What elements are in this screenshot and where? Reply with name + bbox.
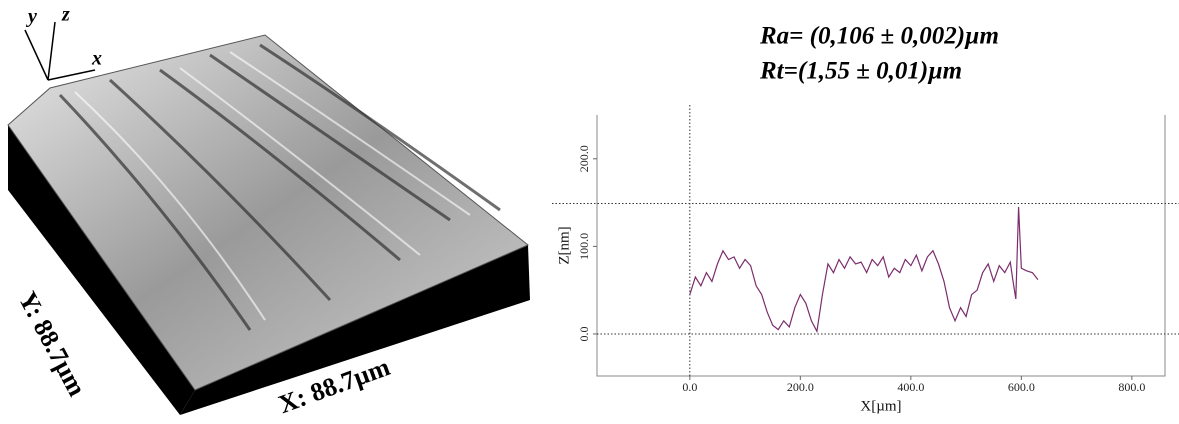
x-tick-label: 600.0	[1008, 380, 1035, 394]
profile-line	[689, 206, 1039, 334]
y-size-label: Y: 88.7µm	[13, 287, 92, 401]
x-tick-label: 800.0	[1118, 380, 1145, 394]
axis-letter: x	[91, 48, 102, 70]
axis-letter: y	[26, 6, 37, 28]
x-tick-label: 200.0	[787, 380, 814, 394]
profile-chart: 0.0 200.0 400.0 600.0 800.0 0.0 100.0 200.0 X[µm…	[552, 105, 1179, 414]
axis-arrows	[24, 21, 96, 81]
equation: Rt=(1,55 ± 0,01)µm	[759, 58, 962, 85]
y-tick-label: 200.0	[577, 145, 591, 172]
x-axis-label: X[µm]	[860, 398, 901, 414]
surface-image	[7, 34, 530, 415]
y-axis-label: Z[nm]	[556, 226, 572, 264]
x-tick-label: 400.0	[897, 380, 924, 394]
y-tick-label: 0.0	[577, 326, 591, 341]
equation: Ra= (0,106 ± 0,002)µm	[759, 23, 999, 50]
plot-frame	[596, 115, 1166, 377]
axis-letter: z	[61, 4, 70, 26]
y-tick-label: 100.0	[577, 233, 591, 260]
x-tick-label: 0.0	[682, 380, 697, 394]
